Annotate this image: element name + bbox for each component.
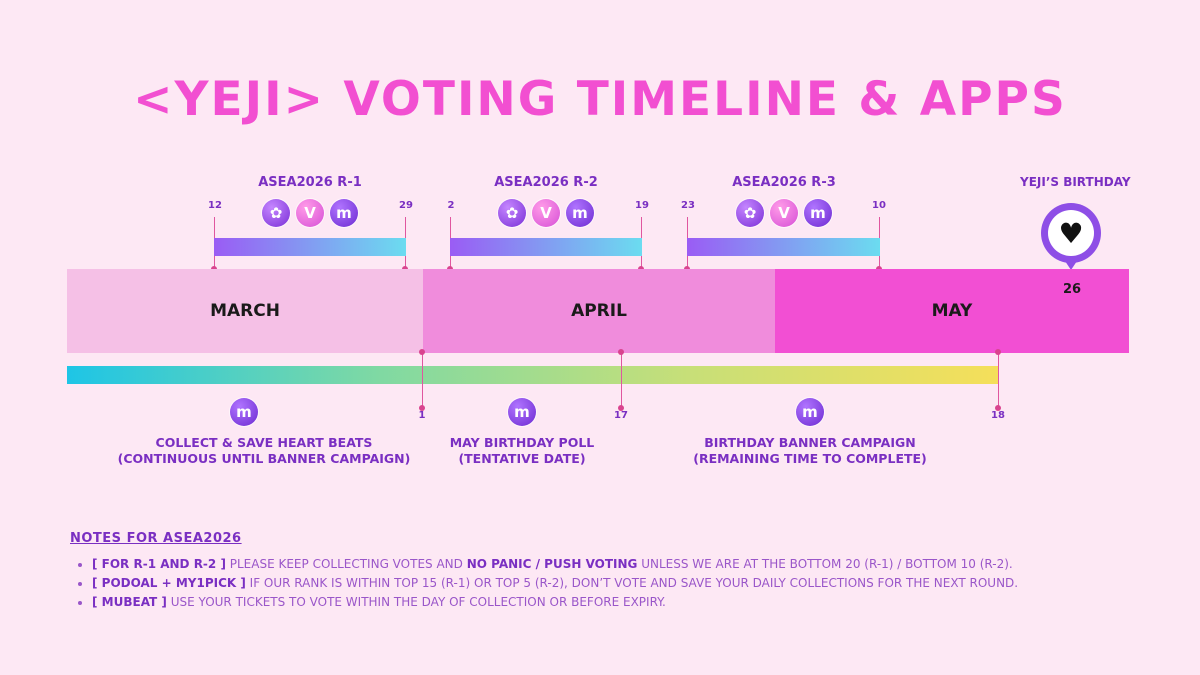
mubeat-icon: m	[804, 199, 832, 227]
tick-dot	[995, 349, 1001, 355]
event-caption-poll: MAY BIRTHDAY POLL (TENTATIVE DATE)	[362, 435, 682, 467]
mubeat-tick-17: 17	[614, 410, 628, 421]
note-text: UNLESS WE ARE AT THE BOTTOM 20 (R-1) / B…	[637, 557, 1013, 571]
mubeat-icon: m	[508, 398, 536, 426]
round-label-r1: ASEA2026 R-1	[258, 175, 362, 190]
round-start-r3: 23	[681, 200, 695, 211]
tick-dot	[995, 405, 1001, 411]
round-start-r1: 12	[208, 200, 222, 211]
round-bar-r1	[214, 238, 406, 256]
note-item: [ PODOAL + MY1PICK ] IF OUR RANK IS WITH…	[92, 574, 1172, 593]
mubeat-tick-line	[998, 353, 999, 408]
birthday-pin-tail	[1063, 258, 1079, 270]
round-end-r1: 29	[399, 200, 413, 211]
month-march: MARCH	[67, 269, 423, 353]
mubeat-icon: m	[796, 398, 824, 426]
round-label-r2: ASEA2026 R-2	[494, 175, 598, 190]
round-end-r3: 10	[872, 200, 886, 211]
podoal-icon: ✿	[262, 199, 290, 227]
tick-dot	[419, 405, 425, 411]
tick-dot	[618, 349, 624, 355]
mubeat-icon: m	[230, 398, 258, 426]
tick-dot	[618, 405, 624, 411]
mubeat-icon: m	[566, 199, 594, 227]
event-caption-line2: (CONTINUOUS UNTIL BANNER CAMPAIGN)	[117, 451, 411, 466]
month-may: MAY	[775, 269, 1129, 353]
heart-icon: ♥	[1048, 210, 1094, 256]
page-title: <YEJI> VOTING TIMELINE & APPS	[133, 72, 1067, 127]
round-label-r3: ASEA2026 R-3	[732, 175, 836, 190]
event-caption-collect: COLLECT & SAVE HEART BEATS (CONTINUOUS U…	[104, 435, 424, 467]
podoal-icon: ✿	[498, 199, 526, 227]
event-caption-line1: COLLECT & SAVE HEART BEATS	[155, 435, 373, 450]
my1pick-icon: V	[532, 199, 560, 227]
notes-list: [ FOR R-1 AND R-2 ] PLEASE KEEP COLLECTI…	[78, 555, 1172, 612]
note-text: IF OUR RANK IS WITHIN TOP 15 (R-1) OR TO…	[245, 576, 1019, 590]
birthday-day: 26	[1063, 282, 1082, 297]
mubeat-tick-1: 1	[418, 410, 426, 421]
event-caption-banner: BIRTHDAY BANNER CAMPAIGN (REMAINING TIME…	[650, 435, 970, 467]
mubeat-bar	[67, 366, 998, 384]
note-tag: [ PODOAL + MY1PICK ]	[92, 576, 246, 590]
round-start-r2: 2	[447, 200, 455, 211]
notes-title: NOTES FOR ASEA2026	[70, 531, 242, 546]
round-bar-r3	[687, 238, 880, 256]
podoal-icon: ✿	[736, 199, 764, 227]
event-caption-line1: BIRTHDAY BANNER CAMPAIGN	[704, 435, 916, 450]
mubeat-tick-18: 18	[991, 410, 1005, 421]
note-text: USE YOUR TICKETS TO VOTE WITHIN THE DAY …	[166, 595, 666, 609]
tick-dot	[419, 349, 425, 355]
my1pick-icon: V	[296, 199, 324, 227]
note-emphasis: NO PANIC / PUSH VOTING	[466, 557, 638, 571]
event-caption-line1: MAY BIRTHDAY POLL	[449, 435, 595, 450]
month-april: APRIL	[423, 269, 775, 353]
my1pick-icon: V	[770, 199, 798, 227]
note-text: PLEASE KEEP COLLECTING VOTES AND	[225, 557, 467, 571]
birthday-label: YEJI’S BIRTHDAY	[1020, 175, 1131, 189]
note-item: [ MUBEAT ] USE YOUR TICKETS TO VOTE WITH…	[92, 593, 1172, 612]
mubeat-tick-line	[422, 353, 423, 408]
round-bar-r2	[450, 238, 642, 256]
round-end-r2: 19	[635, 200, 649, 211]
mubeat-icon: m	[330, 199, 358, 227]
note-tag: [ FOR R-1 AND R-2 ]	[92, 557, 226, 571]
event-caption-line2: (REMAINING TIME TO COMPLETE)	[693, 451, 927, 466]
note-tag: [ MUBEAT ]	[92, 595, 167, 609]
mubeat-tick-line	[621, 353, 622, 408]
note-item: [ FOR R-1 AND R-2 ] PLEASE KEEP COLLECTI…	[92, 555, 1172, 574]
birthday-pin: ♥	[1041, 203, 1101, 263]
event-caption-line2: (TENTATIVE DATE)	[458, 451, 586, 466]
